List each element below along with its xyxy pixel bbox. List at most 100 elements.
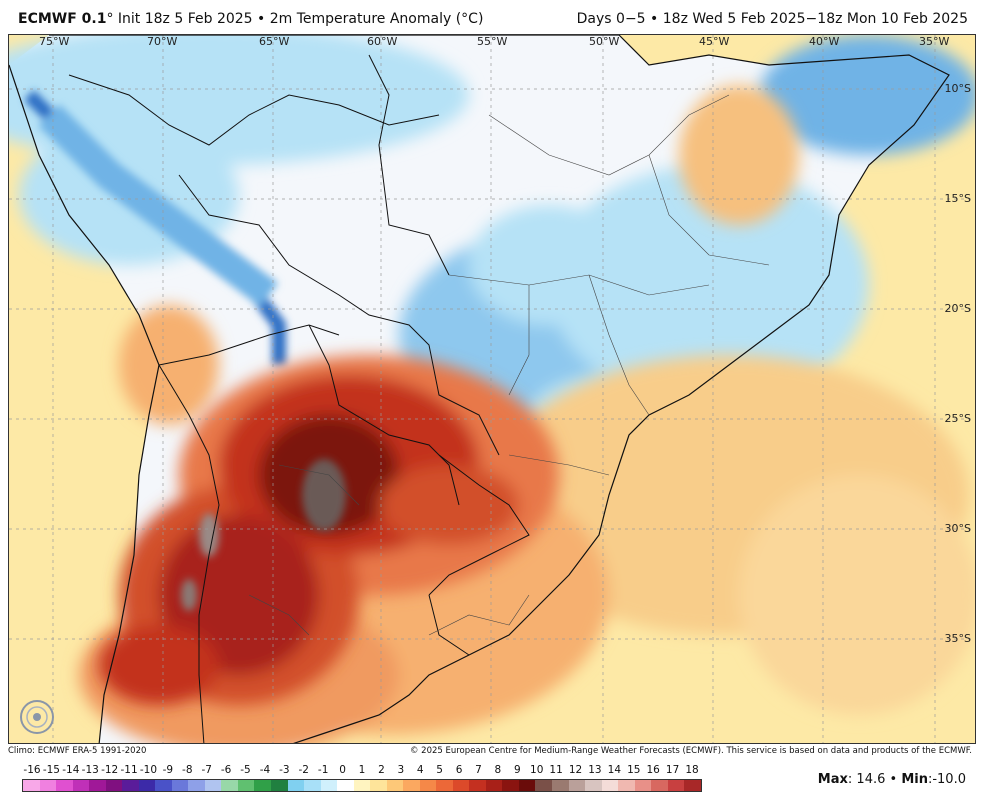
colorbar-swatch: [270, 780, 288, 791]
lon-label: 75°W: [39, 35, 70, 48]
colorbar-labels: -16 -15 -14 -13 -12 -11 -10 -9 -8 -7 -6 -5 -4 -3 -2 -1 0…: [22, 764, 702, 778]
colorbar-label: -13: [81, 764, 99, 776]
colorbar-swatch: [56, 780, 73, 791]
colorbar-swatch: [585, 780, 602, 791]
colorbar-label: -15: [42, 764, 60, 776]
lon-label: 60°W: [367, 35, 398, 48]
colorbar-label: 14: [607, 764, 622, 776]
colorbar-label: 3: [397, 764, 405, 776]
colorbar-swatch: [155, 780, 172, 791]
colorbar-label: -10: [139, 764, 158, 776]
colorbar-label: -12: [101, 764, 119, 776]
lat-label: 30°S: [944, 522, 971, 535]
colorbar-swatch: [601, 780, 619, 791]
colorbar-swatch: [138, 780, 156, 791]
climo-note: Climo: ECMWF ERA-5 1991-2020: [8, 746, 147, 756]
map-title: ECMWF 0.1° Init 18z 5 Feb 2025 • 2m Temp…: [18, 11, 483, 27]
max-label: Max: [817, 772, 848, 787]
colorbar-label: -14: [62, 764, 80, 776]
colorbar-swatch: [122, 780, 139, 791]
colorbar-label: 8: [494, 764, 502, 776]
colorbar-label: -6: [220, 764, 232, 776]
colorbar-swatch: [304, 780, 321, 791]
lon-label: 50°W: [589, 35, 620, 48]
min-label: Min: [901, 772, 928, 787]
colorbar-label: 17: [665, 764, 680, 776]
lon-label: 35°W: [919, 35, 950, 48]
colorbar-swatch: [667, 780, 685, 791]
colorbar-swatch: [618, 780, 635, 791]
extreme-anomaly-layer: [181, 459, 346, 611]
colorbar-swatch: [568, 780, 586, 791]
anomaly-map: 75°W 70°W 65°W 60°W 55°W 50°W 45°W 40°W 35°W 10°…: [8, 34, 976, 744]
colorbar-label: -9: [162, 764, 174, 776]
colorbar-swatch: [320, 780, 338, 791]
colorbar-label: -3: [279, 764, 290, 776]
map-canvas: [9, 35, 975, 743]
colorbar-label: -4: [259, 764, 271, 776]
colorbar-label: 18: [685, 764, 699, 776]
colorbar-swatch: [188, 780, 205, 791]
colorbar-label: 16: [646, 764, 660, 776]
lat-label: 15°S: [944, 192, 971, 205]
colorbar-swatch: [684, 780, 701, 791]
valid-period: Days 0−5 • 18z Wed 5 Feb 2025−18z Mon 10…: [576, 11, 968, 27]
lat-label: 20°S: [944, 302, 971, 315]
colorbar-label: 9: [513, 764, 521, 776]
colorbar-label: 6: [455, 764, 463, 776]
colorbar-label: 15: [627, 764, 641, 776]
colorbar-swatch: [485, 780, 503, 791]
colorbar-label: -1: [317, 764, 329, 776]
colorbar-swatch: [287, 780, 305, 791]
colorbar-swatch: [254, 780, 271, 791]
lon-label: 40°W: [809, 35, 840, 48]
colorbar-label: 12: [568, 764, 583, 776]
colorbar-swatch: [518, 780, 536, 791]
colorbar-swatch: [204, 780, 222, 791]
colorbar-swatch: [337, 780, 354, 791]
lat-label: 25°S: [944, 412, 971, 425]
lon-label: 70°W: [147, 35, 178, 48]
colorbar-label: -8: [182, 764, 193, 776]
degree-symbol: °: [106, 11, 114, 27]
colorbar-swatch: [403, 780, 420, 791]
state-borders: [248, 94, 770, 636]
colorbar-swatch: [651, 780, 668, 791]
colorbar-swatch: [171, 780, 189, 791]
colorbar-label: 2: [378, 764, 385, 776]
colorbar-swatch: [436, 780, 453, 791]
colorbar-label: -11: [120, 764, 138, 776]
min-value: :-10.0: [927, 772, 966, 787]
colorbar-label: 1: [358, 764, 366, 776]
model-name: ECMWF 0.1: [18, 11, 107, 27]
max-value: : 14.6: [847, 772, 886, 787]
andes-cold-layer: [24, 90, 286, 365]
copyright-note: © 2025 European Centre for Medium-Range …: [409, 746, 972, 756]
colorbar-swatch: [419, 780, 437, 791]
map-header: ECMWF 0.1° Init 18z 5 Feb 2025 • 2m Temp…: [0, 0, 984, 34]
colorbar-swatch: [353, 780, 371, 791]
colorbar-swatch: [552, 780, 569, 791]
colorbar-label: 5: [436, 764, 443, 776]
colorbar-swatches: [22, 779, 702, 792]
colorbar-label: -7: [201, 764, 212, 776]
stats-separator: •: [885, 772, 902, 787]
lat-label: 10°S: [944, 82, 971, 95]
colorbar-swatch: [370, 780, 387, 791]
colorbar-label: -5: [240, 764, 251, 776]
map-footer: Climo: ECMWF ERA-5 1991-2020 © 2025 Euro…: [0, 744, 984, 758]
lon-label: 45°W: [699, 35, 730, 48]
colorbar-swatch: [502, 780, 519, 791]
colorbar-label: 13: [588, 764, 602, 776]
colorbar-swatch: [386, 780, 404, 791]
lon-label: 55°W: [477, 35, 508, 48]
colorbar-swatch: [452, 780, 470, 791]
heat-core-layer: [99, 355, 559, 705]
max-min-stats: Max: 14.6 • Min:-10.0: [818, 772, 966, 787]
colorbar-swatch: [23, 780, 40, 791]
colorbar: -16 -15 -14 -13 -12 -11 -10 -9 -8 -7 -6 -5 -4 -3 -2 -1 0…: [22, 764, 702, 806]
lon-label: 65°W: [259, 35, 290, 48]
colorbar-swatch: [634, 780, 652, 791]
map-subtitle: Init 18z 5 Feb 2025 • 2m Temperature Ano…: [113, 11, 484, 27]
colorbar-swatch: [237, 780, 255, 791]
